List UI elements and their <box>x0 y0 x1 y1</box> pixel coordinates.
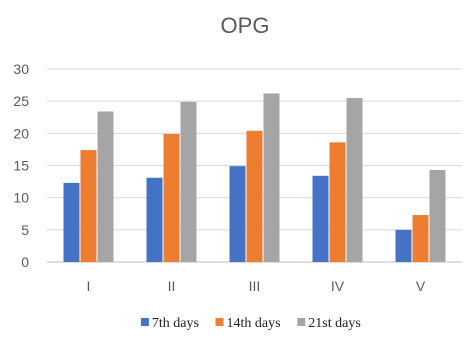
bar <box>412 215 429 262</box>
bar <box>229 166 246 262</box>
bar <box>163 133 180 262</box>
bar <box>346 97 363 262</box>
bar <box>97 111 114 263</box>
bar <box>263 93 280 263</box>
legend-swatch <box>215 318 224 326</box>
y-tick-label: 5 <box>21 222 29 238</box>
y-tick-label: 25 <box>13 93 29 109</box>
bar <box>329 142 346 262</box>
x-category-label: I <box>87 278 91 294</box>
y-tick-label: 15 <box>13 158 29 174</box>
x-axis-categories: I II III IV V <box>87 278 426 294</box>
legend-label: 14th days <box>227 316 281 331</box>
x-category-label: III <box>249 278 261 294</box>
bars <box>63 93 446 263</box>
y-axis-ticks: 0 5 10 15 20 25 30 <box>13 61 29 270</box>
legend-label: 21st days <box>308 316 361 331</box>
bar <box>146 177 163 262</box>
y-tick-label: 0 <box>21 254 29 270</box>
x-category-label: II <box>168 278 176 294</box>
x-category-label: IV <box>331 278 345 294</box>
y-tick-label: 10 <box>13 190 29 206</box>
y-tick-label: 20 <box>13 125 29 141</box>
legend: 7th days 14th days 21st days <box>140 316 361 331</box>
bar <box>312 175 329 262</box>
bar <box>429 170 446 262</box>
bar <box>180 101 197 262</box>
legend-label: 7th days <box>152 316 199 331</box>
chart-title: OPG <box>221 13 270 38</box>
legend-swatch <box>297 318 306 326</box>
bar <box>80 150 97 262</box>
bar <box>246 130 263 262</box>
x-category-label: V <box>416 278 426 294</box>
y-tick-label: 30 <box>13 61 29 77</box>
legend-swatch <box>140 318 149 326</box>
bar <box>395 229 412 262</box>
bar <box>63 182 80 262</box>
